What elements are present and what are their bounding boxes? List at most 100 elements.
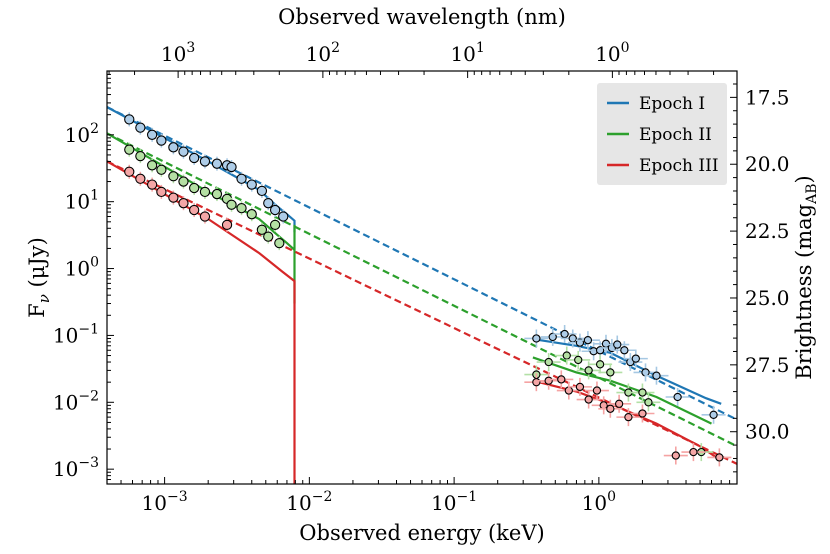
epoch-i-optical-point (146, 129, 158, 140)
epoch-i-xray-point (560, 329, 569, 339)
y-tick-label: 10−1 (53, 321, 99, 347)
epoch-ii-xray-point (595, 360, 605, 369)
epoch-ii-optical-point (246, 209, 257, 220)
x-tick-label: 100 (582, 489, 616, 515)
x-tick-label: 10−2 (286, 489, 332, 515)
epoch-iii-optical-point (178, 198, 189, 209)
right-axis-title: Brightness (magAB) (792, 175, 820, 379)
epoch-iii-optical-point (156, 186, 167, 198)
epoch-i-optical-point (199, 156, 211, 167)
epoch-ii-xray-point (562, 351, 571, 360)
top-axis-title: Observed wavelength (nm) (278, 5, 566, 29)
y-tick-label: 101 (65, 188, 99, 214)
right-tick-label: 27.5 (745, 353, 790, 377)
top-tick-label: 103 (161, 40, 195, 66)
right-tick-label: 20.0 (745, 152, 790, 176)
epoch-ii-optical-point (226, 199, 237, 210)
epoch-iii-optical-point (221, 219, 233, 231)
epoch-iii-xray-point (671, 451, 680, 460)
legend-label-epoch-ii: Epoch II (639, 125, 712, 145)
top-tick-label: 102 (306, 40, 340, 66)
epoch-ii-optical-point (269, 219, 281, 231)
epoch-i-optical-point (236, 173, 247, 184)
right-tick-label: 25.0 (745, 286, 790, 310)
y-tick-label: 100 (65, 255, 99, 281)
epoch-iii-cutoff-curve (107, 160, 296, 484)
epoch-i-optical-point (124, 114, 135, 125)
epoch-ii-xray-point (574, 355, 583, 365)
epoch-i-optical-point (278, 211, 289, 222)
epoch-iii-optical-point (168, 192, 179, 203)
epoch-ii-xray-point (644, 398, 653, 407)
x-axis-title: Observed energy (keV) (299, 521, 544, 545)
epoch-iii-optical-point (135, 173, 146, 184)
epoch-i-optical-point (135, 122, 146, 133)
epoch-iii-optical-point (189, 204, 200, 216)
epoch-iii-optical-point (124, 166, 135, 177)
epoch-i-optical-point (168, 142, 179, 153)
top-tick-label: 101 (450, 40, 484, 66)
epoch-ii-optical-point (236, 203, 247, 214)
epoch-i-optical-point (189, 152, 200, 164)
y-tick-label: 102 (65, 121, 99, 147)
x-tick-label: 10−3 (142, 489, 188, 515)
epoch-iii-xray-point (575, 382, 585, 392)
epoch-i-xray-point (532, 334, 541, 343)
epoch-i-xray-point (613, 340, 622, 349)
epoch-i-optical-point (256, 185, 268, 197)
epoch-ii-optical-point (146, 160, 158, 171)
epoch-i-xray-point (568, 334, 577, 343)
epoch-ii-xray-point (544, 357, 553, 367)
epoch-i-optical-point (263, 198, 274, 209)
epoch-ii-xray-point (584, 366, 593, 375)
epoch-i-xray-point (620, 346, 629, 355)
epoch-i-xray-point (583, 335, 593, 345)
epoch-ii-optical-point (189, 182, 200, 194)
epoch-i-xray-point (673, 392, 682, 402)
epoch-ii-optical-point (274, 237, 285, 249)
right-tick-label: 17.5 (745, 85, 790, 109)
epoch-iii-xray-point (689, 447, 698, 457)
epoch-iii-xray-point (606, 404, 615, 413)
epoch-iii-xray-point (715, 453, 724, 462)
epoch-ii-xray-point (606, 368, 615, 377)
epoch-iii-xray-point (614, 399, 624, 408)
epoch-i-xray-point (631, 354, 640, 363)
epoch-iii-xray-point (638, 409, 647, 418)
y-tick-label: 10−2 (53, 388, 99, 414)
epoch-ii-optical-point (211, 188, 223, 200)
epoch-i-dashed-model (107, 106, 737, 421)
right-tick-label: 22.5 (745, 219, 790, 243)
epoch-ii-optical-point (156, 164, 167, 175)
series-group (107, 106, 737, 484)
legend-label-epoch-i: Epoch I (639, 94, 705, 114)
x-tick-label: 10−1 (431, 489, 477, 515)
epoch-ii-optical-point (135, 150, 146, 162)
epoch-i-xray-point (652, 371, 661, 380)
epoch-ii-xray-point (638, 388, 647, 397)
epoch-ii-optical-point (178, 176, 189, 187)
epoch-i-optical-point (178, 146, 189, 157)
epoch-iii-xray-point (557, 375, 566, 384)
epoch-iii-xray-point (544, 376, 553, 385)
epoch-iii-xray-point (599, 401, 608, 410)
y-axis-title: Fν (μJy) (25, 237, 53, 318)
epoch-i-optical-point (156, 135, 167, 146)
epoch-iii-xray-point (592, 386, 602, 395)
epoch-iii-xray-point (624, 412, 633, 422)
epoch-ii-optical-point (199, 186, 211, 198)
epoch-iii-xray-point (532, 378, 541, 387)
epoch-ii-optical-point (168, 171, 179, 182)
epoch-i-optical-point (246, 179, 257, 190)
right-tick-label: 30.0 (745, 420, 790, 444)
epoch-ii-optical-point (256, 224, 268, 235)
epoch-ii-optical-point (124, 144, 135, 155)
epoch-i-xray-point (709, 410, 718, 419)
top-tick-label: 100 (595, 40, 629, 66)
epoch-i-optical-point (211, 158, 223, 169)
epoch-i-optical-point (226, 161, 237, 173)
epoch-i-optical-point (269, 204, 281, 216)
legend-label-epoch-iii: Epoch III (639, 156, 719, 176)
legend-box (597, 83, 727, 185)
